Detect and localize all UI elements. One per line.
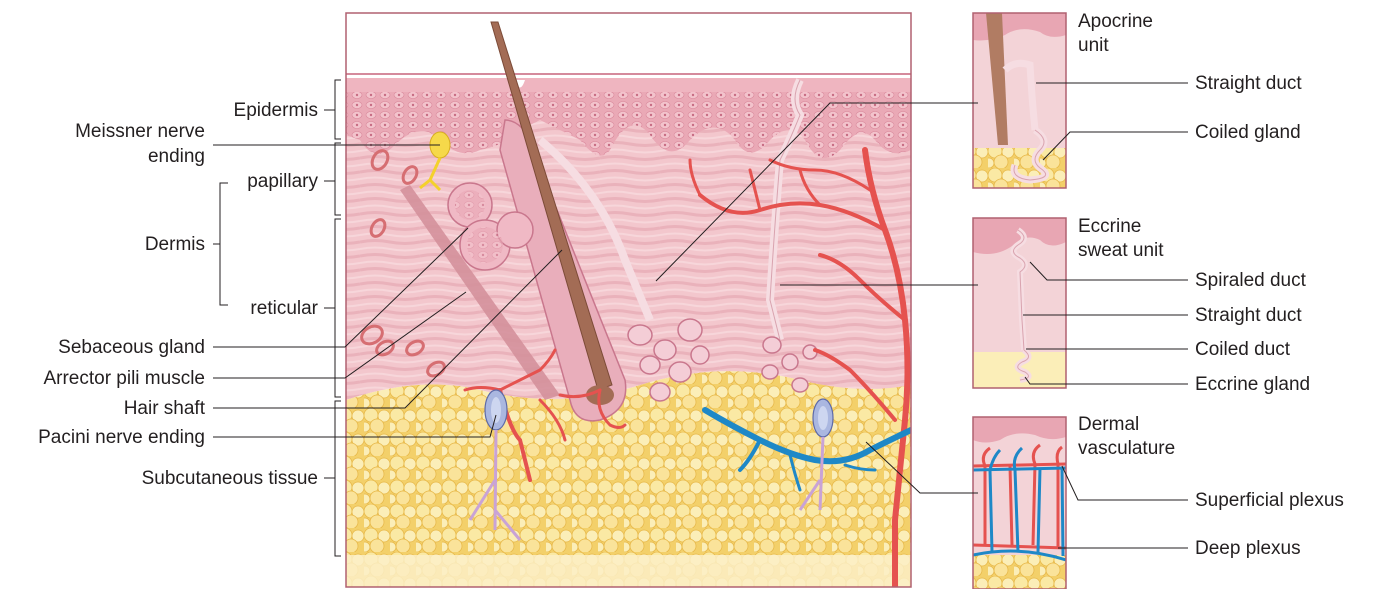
title-vasculature-line2: vasculature	[1078, 438, 1175, 459]
title-apocrine-line1: Apocrine	[1078, 11, 1153, 32]
leader-lines	[213, 82, 1188, 549]
label-meissner-line2: ending	[148, 146, 205, 167]
label-pacini: Pacini nerve ending	[38, 427, 205, 448]
epidermis-layer	[346, 90, 911, 158]
arteries-main	[463, 147, 911, 587]
label-coiled-duct: Coiled duct	[1195, 339, 1291, 360]
label-eccrine-straight-duct: Straight duct	[1195, 305, 1302, 326]
label-epidermis: Epidermis	[234, 100, 318, 121]
label-papillary: papillary	[247, 171, 318, 192]
dermis-layer	[346, 115, 911, 400]
title-vasculature-line1: Dermal	[1078, 414, 1139, 435]
apocrine-panel	[973, 13, 1066, 188]
main-skin-cross-section	[346, 13, 911, 587]
hair-shaft	[490, 21, 613, 391]
veins-main	[702, 407, 911, 492]
vasculature-frame	[972, 416, 1067, 589]
label-spiraled-duct: Spiraled duct	[1195, 270, 1307, 291]
coiled-glands-main	[627, 318, 818, 402]
label-apocrine-straight-duct: Straight duct	[1195, 73, 1302, 94]
vasculature-panel	[973, 417, 1066, 589]
label-coiled-gland: Coiled gland	[1195, 122, 1301, 143]
sebaceous-gland	[447, 182, 534, 271]
title-eccrine-line2: sweat unit	[1078, 240, 1164, 261]
label-dermis: Dermis	[145, 234, 205, 255]
left-labels: Epidermis Meissner nerve ending papillar…	[38, 100, 319, 489]
label-deep-plexus: Deep plexus	[1195, 538, 1301, 559]
title-apocrine-line2: unit	[1078, 35, 1109, 56]
label-arrector-pili: Arrector pili muscle	[43, 368, 205, 389]
label-reticular: reticular	[250, 298, 318, 319]
arrector-pili-muscle	[400, 185, 560, 400]
label-meissner-line1: Meissner nerve	[75, 121, 205, 142]
main-frame	[345, 12, 912, 588]
pacinian-corpuscles	[468, 389, 834, 541]
eccrine-frame	[972, 217, 1067, 389]
label-superficial-plexus: Superficial plexus	[1195, 490, 1344, 511]
right-labels: Apocrine unit Straight duct Coiled gland…	[1078, 11, 1344, 559]
apocrine-duct-main	[537, 136, 654, 322]
label-eccrine-gland: Eccrine gland	[1195, 374, 1310, 395]
eccrine-panel	[973, 218, 1066, 388]
apocrine-frame	[972, 12, 1067, 189]
label-sebaceous-gland: Sebaceous gland	[58, 337, 205, 358]
label-subcutaneous: Subcutaneous tissue	[142, 468, 318, 489]
subcutaneous-fat-layer	[346, 371, 911, 587]
title-eccrine-line1: Eccrine	[1078, 216, 1141, 237]
label-hair-shaft: Hair shaft	[124, 398, 206, 419]
